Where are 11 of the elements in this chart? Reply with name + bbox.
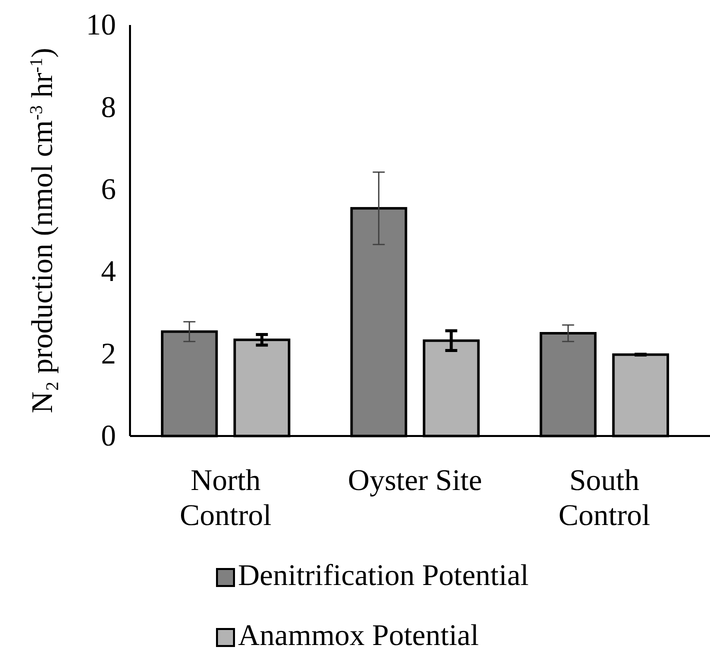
y-tick-label: 4 xyxy=(101,255,116,288)
x-tick-label: South Control xyxy=(558,464,650,532)
y-tick-label: 2 xyxy=(101,337,116,370)
y-tick-label: 10 xyxy=(86,8,116,42)
y-tick-label: 8 xyxy=(101,90,116,124)
x-tick-label: Oyster Site xyxy=(348,464,482,497)
legend-label: Anammox Potential xyxy=(238,619,479,652)
y-tick-label: 0 xyxy=(101,420,116,453)
legend-label: Denitrification Potential xyxy=(238,559,529,592)
y-tick-label: 6 xyxy=(101,173,116,206)
x-tick-label: North Control xyxy=(180,464,272,532)
